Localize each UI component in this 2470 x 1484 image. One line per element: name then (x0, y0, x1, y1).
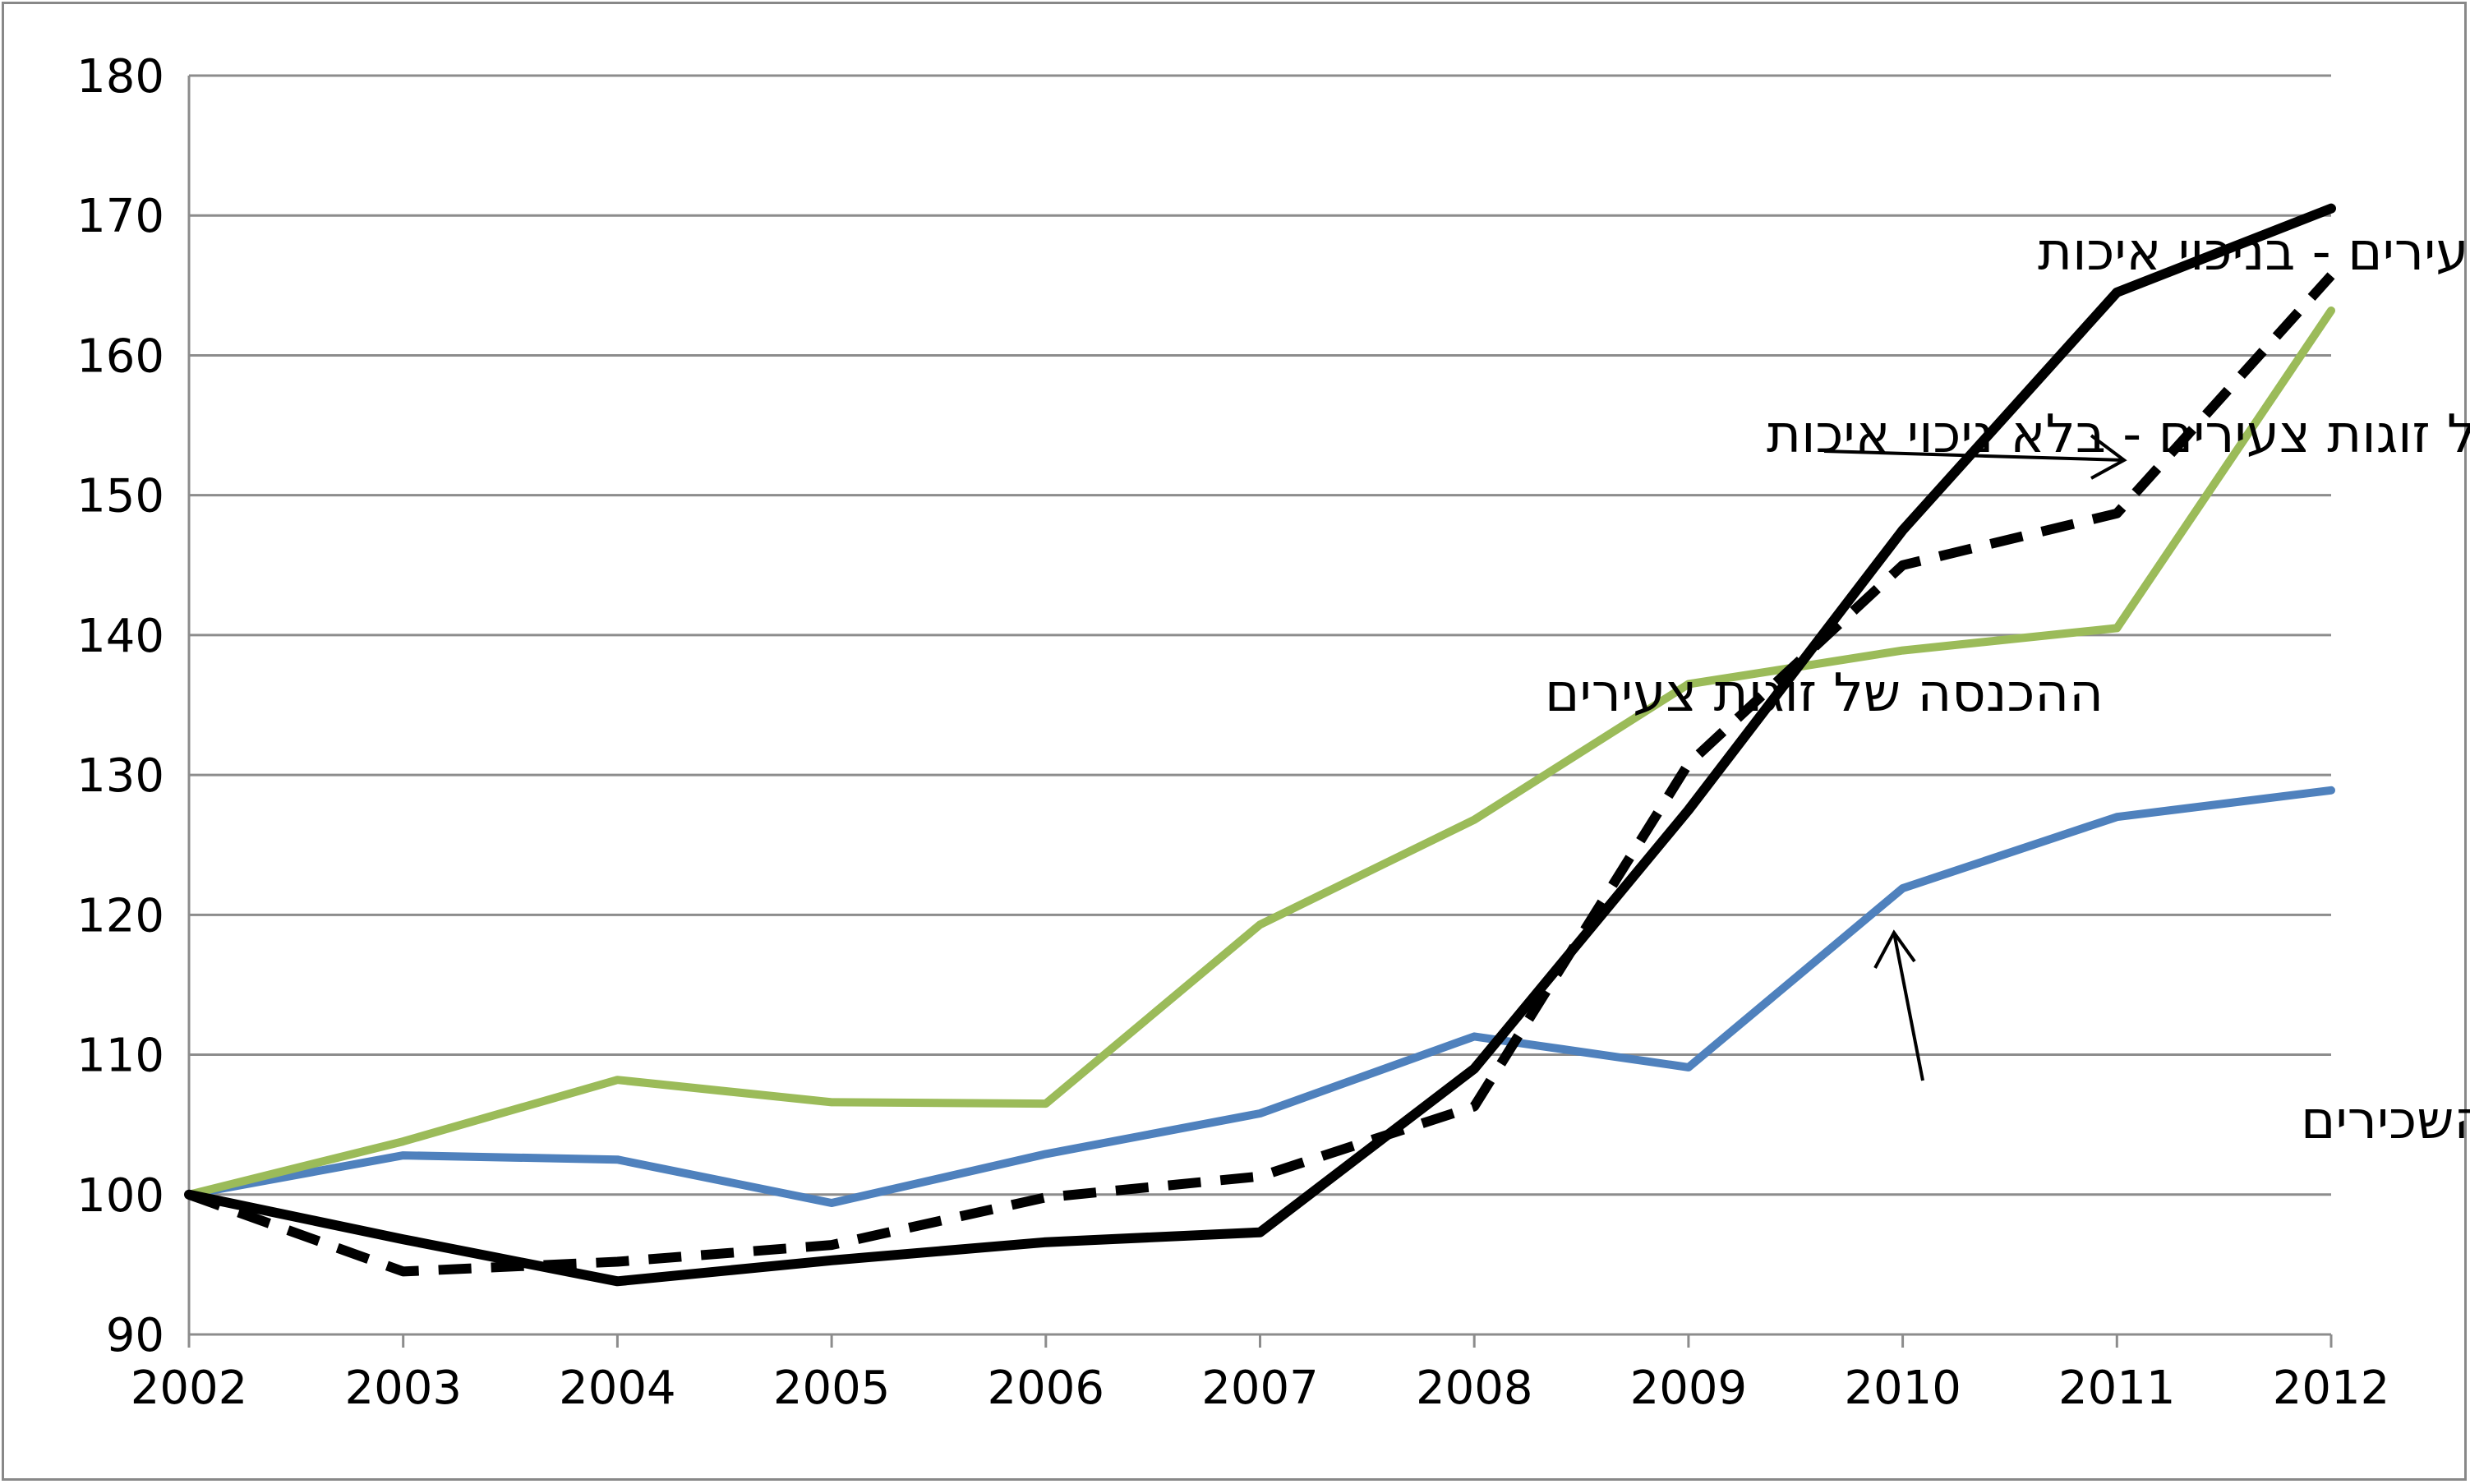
x-tick-label: 2003 (344, 1362, 462, 1415)
x-tick-label: 2011 (2058, 1362, 2176, 1415)
x-tick-label: 2005 (773, 1362, 891, 1415)
y-tick-label: 130 (76, 749, 164, 803)
x-tick-label: 2007 (1201, 1362, 1319, 1415)
y-tick-label: 90 (106, 1309, 164, 1362)
annotation-prices-adjusted: מחירי הדירות של זוגות צעירים - בניכוי אי… (2038, 222, 2470, 283)
x-tick-label: 2004 (559, 1362, 676, 1415)
y-tick-label: 100 (76, 1169, 164, 1223)
x-tick-label: 2009 (1630, 1362, 1748, 1415)
y-tick-label: 110 (76, 1030, 164, 1083)
axes: 90 100 110 120 130 140 150 160 170 180 2002 2003 200… (76, 50, 2389, 1415)
series-lines (184, 203, 2336, 1287)
x-tick-label: 2008 (1416, 1362, 1533, 1415)
y-tick-label: 170 (76, 190, 164, 243)
y-tick-label: 120 (76, 889, 164, 942)
arrow-income-all-employees (1873, 929, 1924, 1081)
annotation-income-young-couples: ההכנסה של זוגות צעירים (1545, 663, 2104, 724)
series-line-income-young-couples (185, 306, 2335, 1199)
gridlines (189, 74, 2331, 1196)
y-tick-label: 160 (76, 330, 164, 383)
x-tick-label: 2006 (988, 1362, 1105, 1415)
annotation-income-all-employees: ההכנסה של כל השכירים (2301, 1090, 2470, 1151)
y-tick-label: 180 (76, 50, 164, 104)
series-line-income-all-employees (185, 786, 2335, 1207)
series-line-prices-adjusted (184, 203, 2336, 1287)
y-tick-label: 140 (76, 610, 164, 663)
y-tick-label: 150 (76, 470, 164, 523)
x-tick-label: 2002 (131, 1362, 248, 1415)
arrow-prices-nominal (1823, 434, 2127, 480)
x-tick-label: 2010 (1844, 1362, 1961, 1415)
x-tick-label: 2012 (2273, 1362, 2390, 1415)
